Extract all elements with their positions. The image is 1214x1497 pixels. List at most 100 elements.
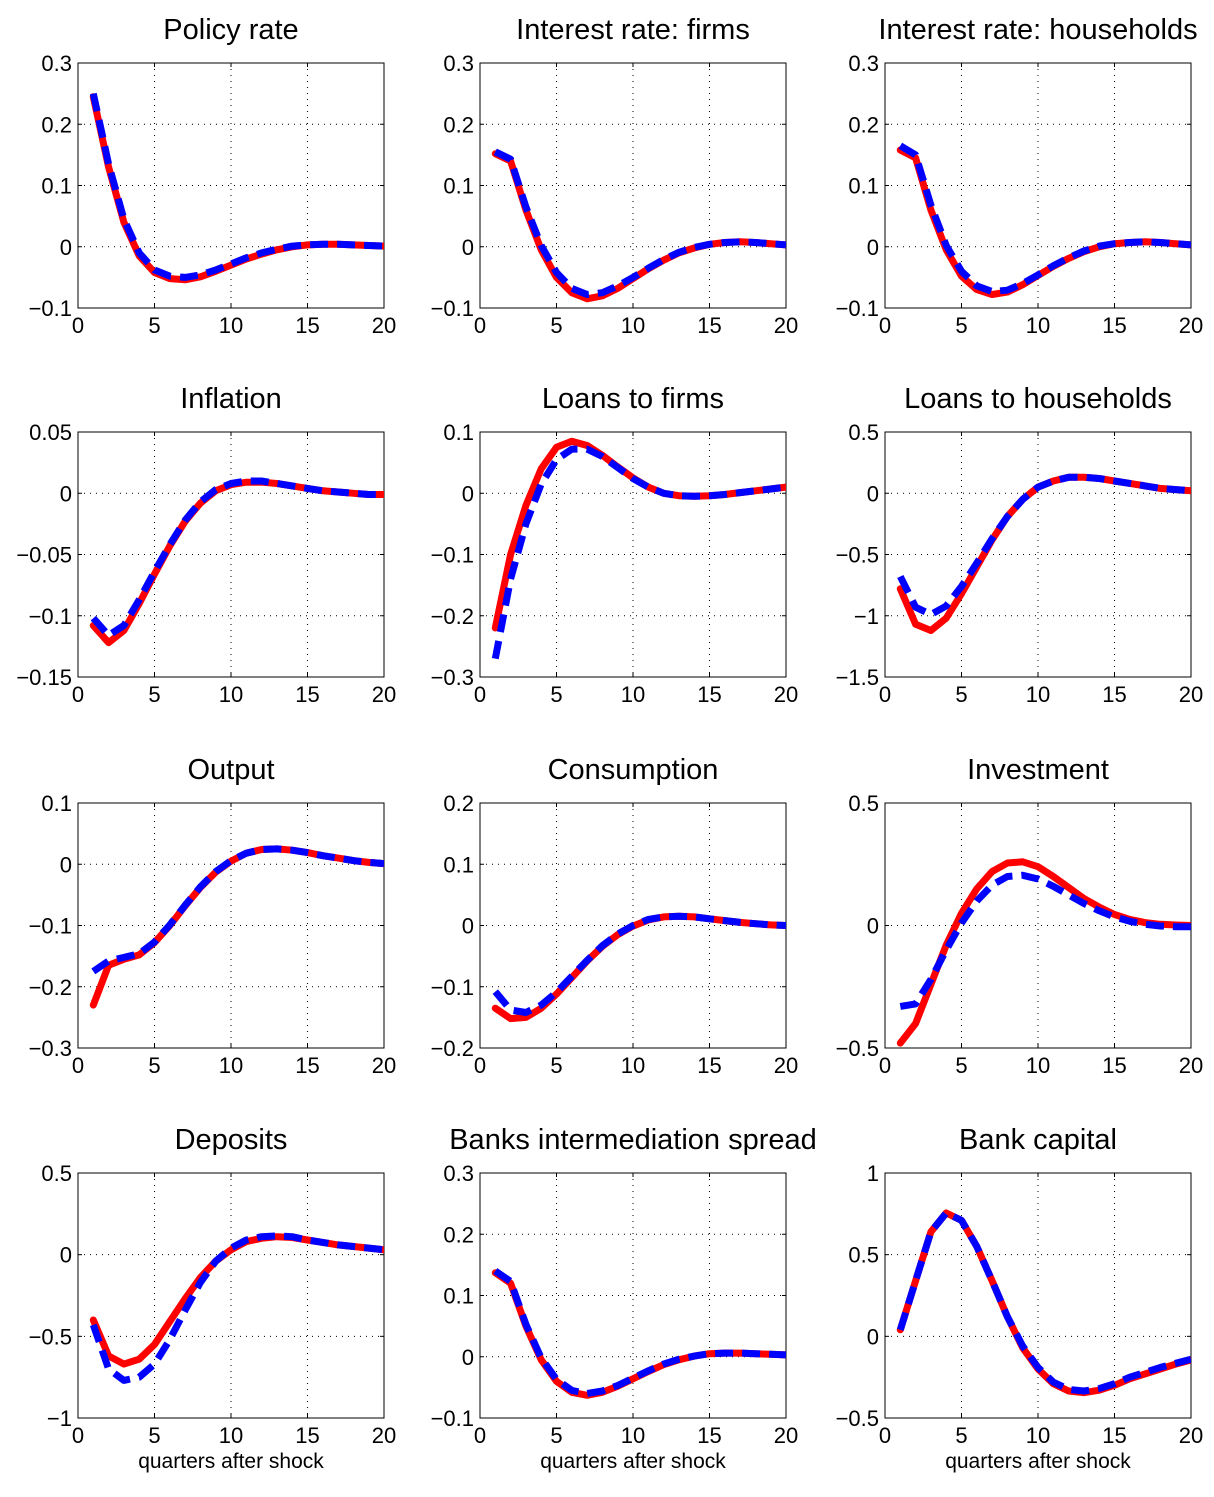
x-tick-label: 10 [219,1423,243,1448]
x-tick-label: 0 [72,1053,84,1078]
y-tick-label: 0.5 [41,1161,72,1186]
x-tick-label: 5 [148,682,160,707]
subplot-title: Loans to firms [542,383,724,415]
x-tick-label: 0 [879,682,891,707]
x-tick-label: 5 [550,313,562,338]
x-tick-label: 20 [372,1423,396,1448]
y-tick-label: 0.2 [41,112,72,137]
y-tick-label: 0.3 [443,1161,474,1186]
y-tick-label: −0.5 [836,1036,879,1061]
y-tick-label: 0.5 [848,1243,879,1268]
y-tick-label: 0 [867,235,879,260]
y-tick-label: 0.2 [443,791,474,816]
series-line-dashed [492,912,786,1016]
x-tick-label: 5 [955,1053,967,1078]
x-tick-label: 5 [550,1053,562,1078]
x-tick-label: 20 [774,682,798,707]
x-tick-label: 10 [621,1423,645,1448]
x-tick-label: 0 [474,1423,486,1448]
y-tick-label: 0 [60,1243,72,1268]
y-tick-label: −0.05 [16,543,72,568]
x-tick-label: 15 [697,1053,721,1078]
x-tick-label: 15 [295,1053,319,1078]
y-tick-label: −0.1 [836,296,879,321]
subplot-7: 0 5 10 15 20 −0.2 −0.1 0 0.1 0.2 Consumption [431,754,799,1078]
y-tick-label: 0.1 [41,174,72,199]
x-tick-label: 5 [148,1053,160,1078]
x-tick-label: 20 [1179,1053,1203,1078]
y-tick-label: 0 [462,481,474,506]
y-tick-label: 0 [60,481,72,506]
y-tick-label: 0.1 [41,791,72,816]
y-tick-label: 0 [867,1324,879,1349]
subplot-title: Loans to households [904,383,1172,415]
subplot-title: Inflation [180,383,282,415]
x-tick-label: 5 [955,682,967,707]
x-tick-label: 15 [1102,313,1126,338]
x-tick-label: 20 [774,1423,798,1448]
x-tick-label: 10 [621,1053,645,1078]
y-tick-label: 0.5 [848,791,879,816]
series-line-solid [491,437,786,632]
y-tick-label: −0.5 [836,543,879,568]
subplot-title: Deposits [175,1124,288,1156]
x-tick-label: 5 [148,1423,160,1448]
subplot-title: Investment [967,754,1109,786]
x-tick-label: 10 [621,313,645,338]
x-tick-label: 20 [1179,1423,1203,1448]
x-tick-label: 0 [474,313,486,338]
y-tick-label: −0.1 [431,1406,474,1431]
x-tick-label: 20 [1179,682,1203,707]
x-tick-label: 15 [295,1423,319,1448]
subplot-title: Banks intermediation spread [449,1124,817,1156]
subplot-title: Bank capital [959,1124,1117,1156]
y-tick-label: −0.1 [431,975,474,1000]
y-tick-label: 1 [867,1161,879,1186]
y-tick-label: −0.2 [431,604,474,629]
subplot-5: 0 5 10 15 20 −1.5 −1 −0.5 0 0.5 Loans to household… [836,383,1204,707]
x-tick-label: 5 [148,313,160,338]
x-tick-label: 20 [372,1053,396,1078]
x-tick-label: 15 [697,313,721,338]
y-tick-label: −0.1 [29,296,72,321]
series-line-solid [89,1233,384,1368]
y-tick-label: −0.1 [431,296,474,321]
y-tick-label: 0 [462,1345,474,1370]
y-tick-label: 0 [462,235,474,260]
series-line-solid [89,478,384,647]
series-line-dashed [896,1209,1191,1395]
x-tick-label: 20 [774,1053,798,1078]
x-tick-label: 20 [372,313,396,338]
x-tick-label: 10 [219,313,243,338]
y-tick-label: 0 [867,481,879,506]
x-tick-label: 0 [879,1053,891,1078]
y-tick-label: −0.15 [16,665,72,690]
x-tick-label: 0 [72,1423,84,1448]
y-tick-label: −0.5 [836,1406,879,1431]
series-line-dashed [491,445,786,660]
x-tick-label: 10 [1026,1053,1050,1078]
y-tick-label: 0.1 [443,852,474,877]
x-tick-label: 15 [295,682,319,707]
subplot-3: 0 5 10 15 20 −0.15 −0.1 −0.05 0 0.05 Inflation [16,383,396,707]
y-tick-label: 0.3 [848,51,879,76]
x-tick-label: 15 [697,1423,721,1448]
series-line-dashed [89,1232,384,1384]
series-line-dashed [899,871,1191,1010]
x-tick-label: 0 [474,1053,486,1078]
series-line-dashed [493,1268,786,1397]
y-tick-label: 0.5 [848,420,879,445]
y-tick-label: 0.1 [443,174,474,199]
y-tick-label: −0.1 [29,914,72,939]
x-tick-label: 0 [72,682,84,707]
series-line-solid [89,845,384,1009]
x-tick-label: 0 [879,313,891,338]
y-tick-label: 0 [867,914,879,939]
y-tick-label: 0 [462,914,474,939]
x-tick-label: 15 [697,682,721,707]
y-tick-label: −0.3 [431,665,474,690]
